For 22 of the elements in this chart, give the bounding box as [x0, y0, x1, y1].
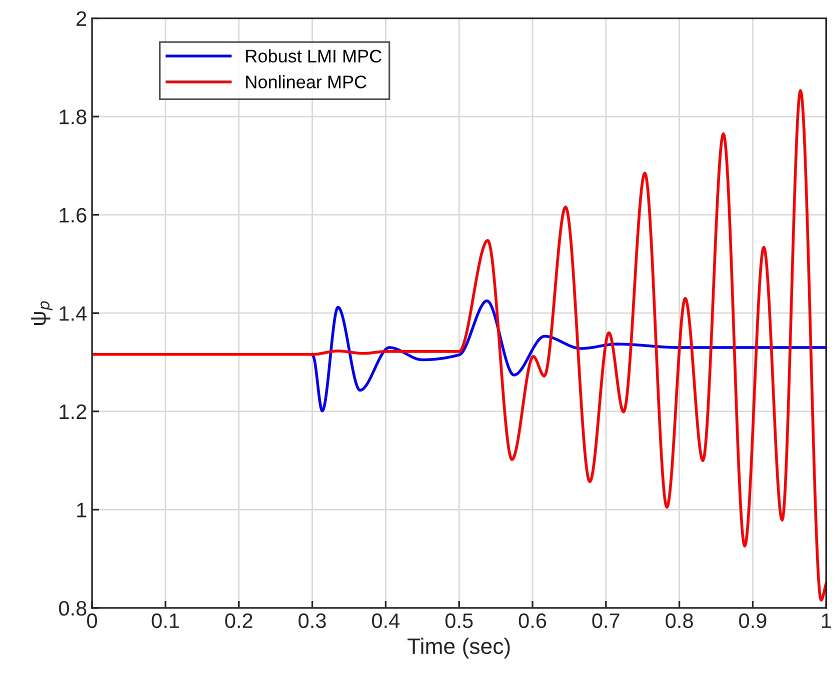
y-tick-label: 0.8 — [59, 600, 86, 616]
x-tick-label: 0.4 — [372, 613, 400, 628]
x-tick-label: 0.6 — [518, 613, 546, 628]
legend-label: Robust LMI MPC — [246, 49, 382, 63]
x-tick-label: 0 — [87, 613, 98, 628]
x-tick-label: 0.9 — [739, 613, 766, 628]
x-tick-label: 0.7 — [592, 613, 620, 628]
y-tick-label: 1.6 — [60, 208, 86, 223]
y-tick-label: 1 — [77, 502, 86, 518]
y-tick-label: 1.8 — [60, 110, 86, 124]
y-tick-label: 1.2 — [60, 404, 86, 419]
legend-label: Nonlinear MPC — [246, 75, 366, 88]
x-axis-title: Time (sec) — [408, 638, 510, 658]
x-tick-label: 1 — [822, 614, 831, 628]
x-tick-label: 0.8 — [666, 613, 693, 628]
x-tick-label: 0.2 — [225, 613, 252, 628]
x-tick-label: 0.3 — [298, 613, 326, 628]
y-tick-label: 2 — [76, 11, 86, 26]
x-tick-label: 0.5 — [445, 613, 473, 628]
y-axis-title: ψ$_{p}$ — [31, 301, 53, 325]
x-tick-label: 0.1 — [152, 613, 179, 628]
y-tick-label: 1.4 — [60, 306, 87, 321]
